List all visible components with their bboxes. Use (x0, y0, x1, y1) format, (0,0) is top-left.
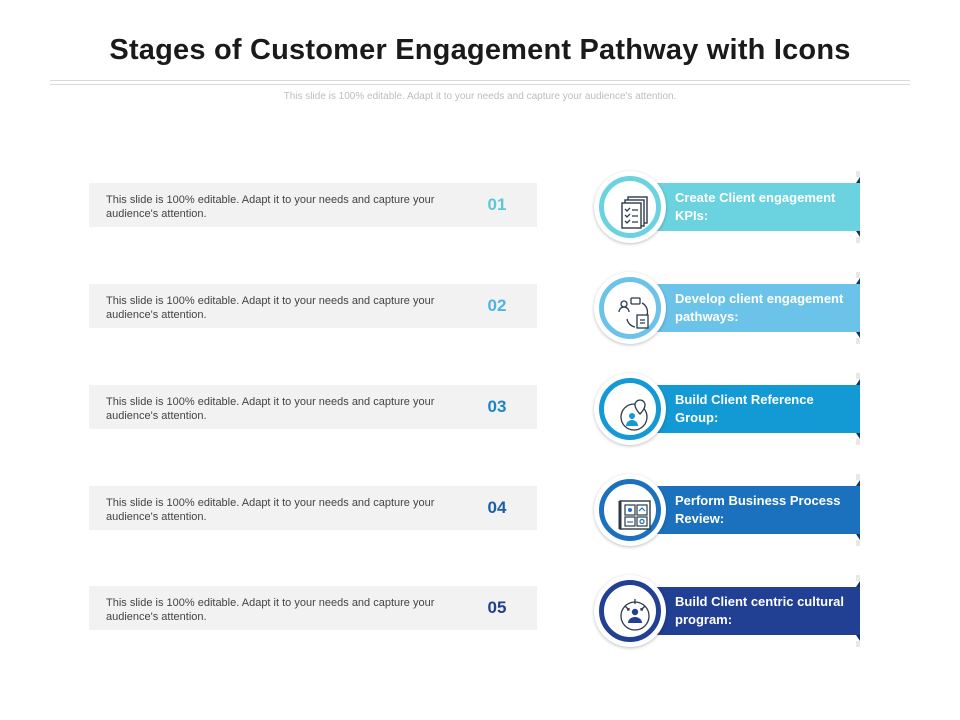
icon-ring (594, 272, 666, 344)
page-title: Stages of Customer Engagement Pathway wi… (109, 34, 851, 66)
step-label: Perform Business Process Review: (675, 493, 841, 526)
text-row-2: This slide is 100% editable. Adapt it to… (89, 284, 537, 328)
step-label: Build Client centric cultural program: (675, 594, 845, 627)
icon-ring-inner (599, 277, 661, 339)
icon-ring (594, 373, 666, 445)
banner-fold (856, 635, 860, 641)
banner-fold-shadow (856, 641, 860, 647)
checklist-icon (621, 196, 648, 229)
banner-fold (856, 379, 860, 385)
banner-fold-shadow (856, 373, 860, 379)
row-text: This slide is 100% editable. Adapt it to… (106, 295, 435, 321)
banner-fold (856, 480, 860, 486)
step-label: Develop client engagement pathways: (675, 291, 844, 324)
text-row-5: This slide is 100% editable. Adapt it to… (89, 586, 537, 630)
banner-fold (856, 534, 860, 540)
text-row-4: This slide is 100% editable. Adapt it to… (89, 486, 537, 530)
banner-fold (856, 433, 860, 439)
step-label: Build Client Reference Group: (675, 392, 814, 425)
banner-fold-shadow (856, 575, 860, 581)
reference-group-icon (620, 399, 648, 431)
page-subtitle: This slide is 100% editable. Adapt it to… (283, 91, 677, 102)
text-row-3: This slide is 100% editable. Adapt it to… (89, 385, 537, 429)
step-label: Create Client engagement KPIs: (675, 190, 836, 223)
icon-ring (594, 171, 666, 243)
step-5: Build Client centric cultural program: (594, 575, 870, 647)
icon-ring (594, 474, 666, 546)
icon-ring-inner (599, 176, 661, 238)
banner-fold-shadow (856, 338, 860, 344)
row-number: 03 (487, 397, 507, 416)
step-1: Create Client engagement KPIs: (594, 171, 870, 243)
icon-ring-inner (599, 479, 661, 541)
row-text: This slide is 100% editable. Adapt it to… (106, 194, 435, 220)
banner-fold-shadow (856, 272, 860, 278)
step-3: Build Client Reference Group: (594, 373, 870, 445)
row-number: 05 (487, 598, 507, 617)
row-text: This slide is 100% editable. Adapt it to… (106, 396, 435, 422)
banner-fold-shadow (856, 237, 860, 243)
row-text: This slide is 100% editable. Adapt it to… (106, 497, 435, 523)
banner-fold-shadow (856, 474, 860, 480)
banner-fold (856, 581, 860, 587)
icon-ring-inner (599, 580, 661, 642)
row-text: This slide is 100% editable. Adapt it to… (106, 597, 435, 623)
row-number: 01 (487, 195, 507, 214)
step-4: Perform Business Process Review: (594, 474, 870, 546)
step-2: Develop client engagement pathways: (594, 272, 870, 344)
banner-fold (856, 332, 860, 338)
banner-fold-shadow (856, 439, 860, 445)
pathway-icon (618, 297, 649, 329)
banner-fold-shadow (856, 171, 860, 177)
banner-fold (856, 278, 860, 284)
row-number: 04 (487, 498, 507, 517)
icon-ring-inner (599, 378, 661, 440)
text-row-1: This slide is 100% editable. Adapt it to… (89, 183, 537, 227)
banner-fold (856, 177, 860, 183)
row-number: 02 (487, 296, 507, 315)
title-divider-top (50, 80, 910, 81)
title-divider-bottom (50, 84, 910, 85)
banner-fold-shadow (856, 540, 860, 546)
banner-fold (856, 231, 860, 237)
process-review-icon (618, 500, 651, 530)
client-centric-icon (620, 599, 650, 631)
icon-ring (594, 575, 666, 647)
